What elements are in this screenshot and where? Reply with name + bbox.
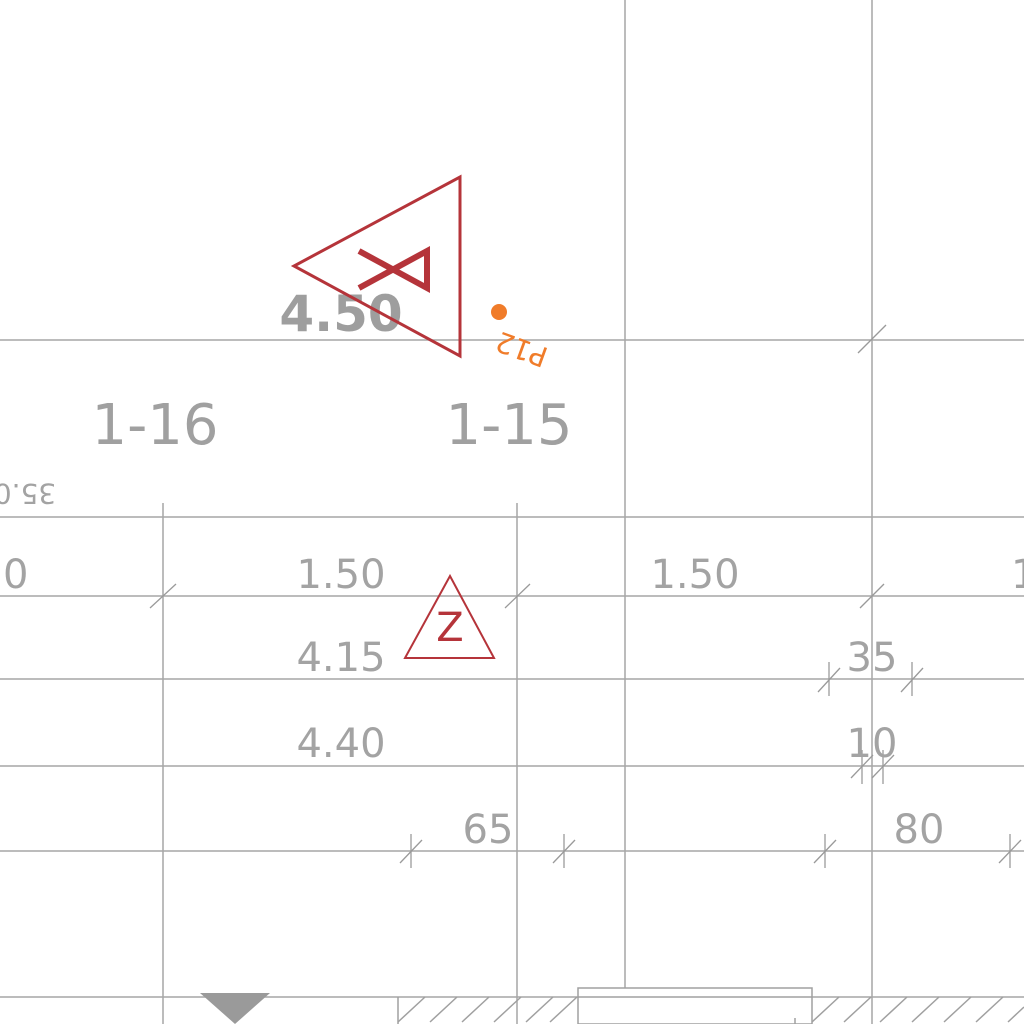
tick-mark: [504, 583, 531, 609]
dimension-value: 80: [894, 807, 945, 853]
north-marker-label: N: [0, 0, 1, 1]
tick-mark: [900, 667, 924, 693]
tick-mark: [850, 754, 874, 779]
tick-mark: [399, 839, 423, 864]
tick-mark: [552, 839, 576, 864]
north-triangle-icon: [290, 174, 462, 359]
tick-mark: [149, 583, 177, 609]
dimension-value: 4.40: [296, 721, 385, 767]
dimension-value: 65: [463, 807, 514, 853]
zenith-marker-label: Z: [436, 605, 463, 651]
zenith-marker: Z: [403, 573, 496, 659]
dimension-value: 1.50: [296, 552, 385, 598]
grid-axis-label-right: 1-15: [445, 393, 572, 458]
tick-mark: [998, 839, 1022, 864]
edge-dimension-right: 1: [1011, 552, 1024, 598]
tick-mark: [817, 667, 841, 693]
tick-mark: [857, 324, 887, 354]
dimension-value: 10: [847, 721, 898, 767]
tick-mark: [871, 754, 895, 779]
edge-dimension-left: 0: [3, 552, 28, 598]
grid-axis-label-left: 1-16: [91, 393, 218, 458]
dimension-ticks: [149, 324, 1022, 868]
dimension-value: 1.50: [650, 552, 739, 598]
opening-frame: [577, 987, 813, 1024]
hatched-wall: [397, 996, 1024, 1024]
zenith-triangle-icon: [403, 573, 496, 659]
survey-point-label: P12: [491, 324, 552, 373]
north-letter-icon: [357, 245, 430, 294]
north-marker: N: [0, 0, 462, 359]
dimension-value: 35: [847, 635, 898, 681]
dimension-value: 4.15: [296, 635, 385, 681]
survey-point-icon: [491, 304, 507, 320]
rotated-dimension-label: 35.0: [0, 477, 56, 510]
tick-mark: [859, 583, 885, 609]
section-marker-icon: [200, 993, 270, 1024]
tick-mark: [813, 839, 837, 864]
